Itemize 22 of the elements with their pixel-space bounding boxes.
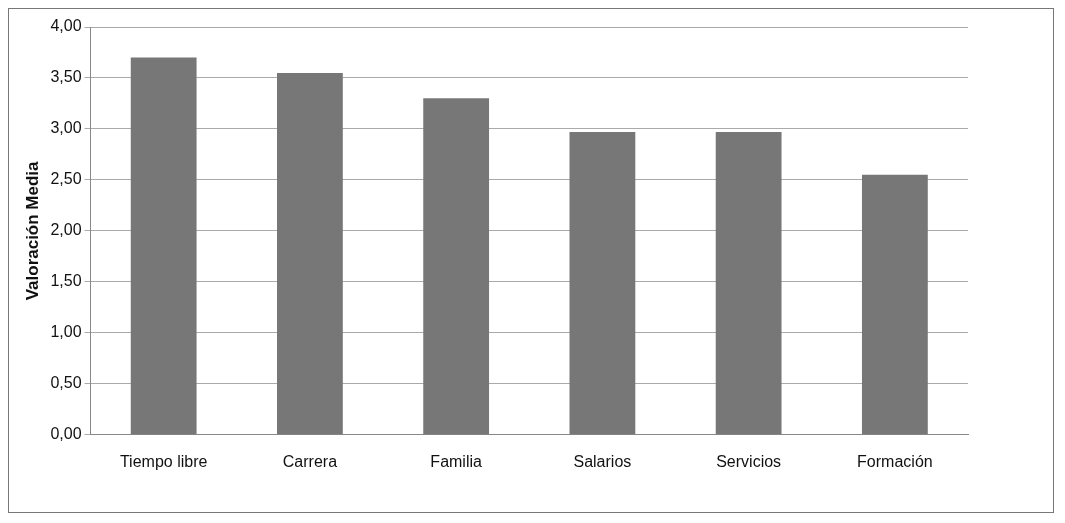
bar — [277, 72, 343, 435]
y-tick-label: 0,50 — [50, 374, 82, 392]
x-tick-label: Formación — [857, 452, 933, 470]
bar — [715, 132, 782, 435]
x-tick-label: Servicios — [716, 452, 782, 470]
y-tick-label: 3,00 — [50, 119, 82, 137]
x-tick-label: Familia — [430, 452, 483, 470]
y-tick-label: 1,00 — [50, 323, 82, 341]
y-tick-label: 0,00 — [50, 425, 82, 443]
bar — [569, 132, 636, 435]
bar — [861, 174, 928, 435]
y-tick-label: 4,00 — [50, 17, 82, 35]
y-tick-label: 2,50 — [50, 170, 82, 188]
bar — [423, 98, 490, 435]
x-tick-label: Tiempo libre — [119, 452, 208, 470]
x-tick-label: Carrera — [282, 452, 338, 470]
y-tick-label: 3,50 — [50, 68, 82, 86]
y-tick-label: 2,00 — [50, 221, 82, 239]
y-axis-title: Valoración Media — [22, 160, 42, 301]
x-tick-label: Salarios — [573, 452, 632, 470]
y-tick-label: 1,50 — [50, 272, 82, 290]
bar — [130, 57, 197, 435]
